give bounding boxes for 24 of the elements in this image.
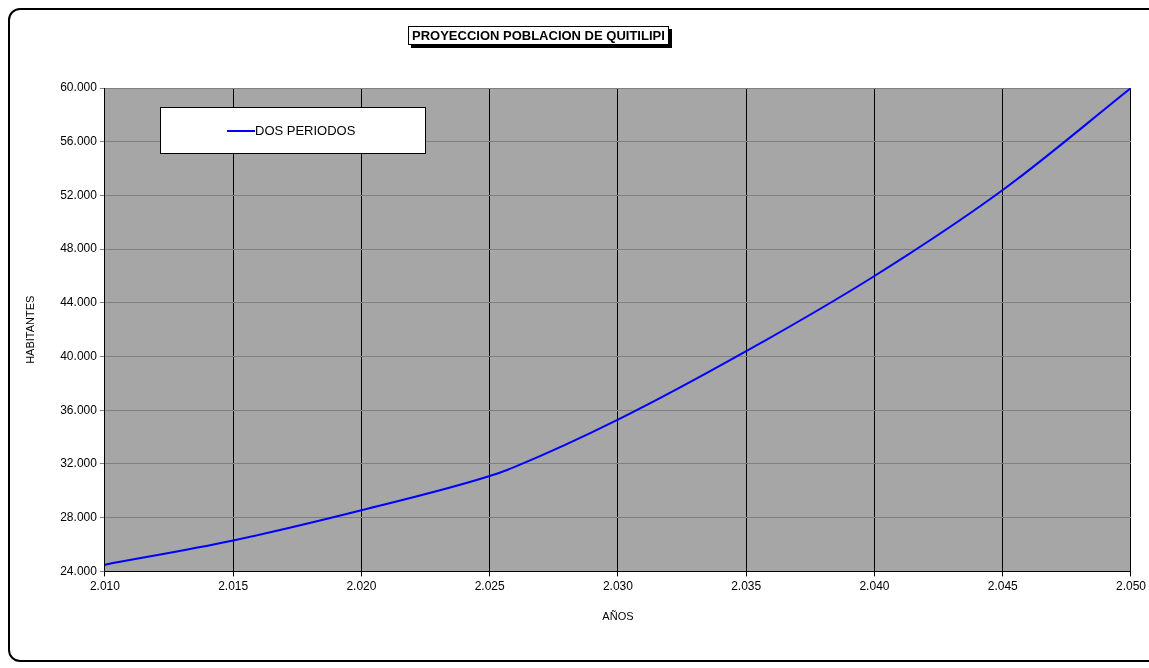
y-tick-label: 48.000 [60, 241, 98, 256]
x-tick-label: 2.050 [1115, 578, 1147, 593]
x-tick-label: 2.030 [602, 578, 634, 593]
y-tick-label: 44.000 [60, 295, 98, 310]
x-tick-label: 2.010 [89, 578, 121, 593]
y-tick-label: 32.000 [60, 456, 98, 471]
y-tick-label: 36.000 [60, 402, 98, 417]
x-tick-label: 2.045 [987, 578, 1019, 593]
x-axis-title: AÑOS [602, 610, 634, 623]
y-tick-label: 40.000 [60, 348, 98, 363]
y-tick-label: 24.000 [60, 563, 98, 578]
x-tick-label: 2.025 [474, 578, 506, 593]
y-tick-label: 28.000 [60, 510, 98, 524]
y-tick-label: 56.000 [60, 134, 98, 149]
legend: DOS PERIODOS [160, 107, 426, 154]
y-axis-title: HABITANTES [23, 295, 36, 364]
x-tick-label: 2.035 [731, 578, 762, 593]
x-tick-label: 2.040 [859, 578, 890, 593]
y-tick-label: 52.000 [60, 187, 98, 202]
legend-label: DOS PERIODOS [255, 123, 356, 138]
x-tick-label: 2.020 [346, 578, 377, 593]
chart-title: PROYECCION POBLACION DE QUITILIPI [408, 26, 669, 45]
x-tick-label: 2.015 [218, 578, 249, 593]
y-tick-label: 60.000 [60, 80, 98, 95]
